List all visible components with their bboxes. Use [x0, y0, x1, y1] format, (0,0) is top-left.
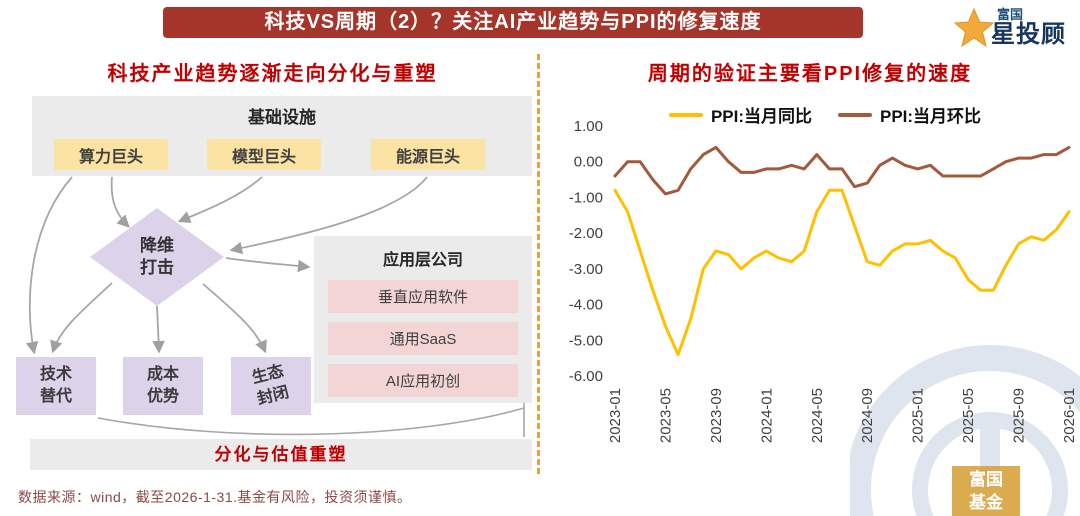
yoy-line-swatch-icon: [668, 112, 703, 117]
svg-text:-6.00: -6.00: [569, 368, 603, 385]
ppi-line-chart: 1.000.00-1.00-2.00-3.00-4.00-5.00-6.0020…: [569, 118, 1078, 443]
app-layer-title: 应用层公司: [382, 252, 463, 269]
mom-line-swatch-icon: [838, 112, 872, 117]
svg-text:-4.00: -4.00: [569, 297, 603, 314]
arrow-diamond-to-cost: [152, 305, 165, 354]
svg-text:2025-09: 2025-09: [1011, 388, 1028, 443]
panel-divider: [537, 54, 540, 474]
svg-text:2023-01: 2023-01: [607, 388, 624, 443]
svg-text:2025-01: 2025-01: [910, 388, 927, 443]
chart-legend: PPI:当月同比 PPI:当月环比: [595, 102, 1055, 127]
outcome-box-cost-advantage: 成本优势: [123, 357, 203, 415]
svg-text:2025-05: 2025-05: [960, 388, 977, 443]
arrow-model-to-diamond: [177, 176, 263, 223]
left-panel-title: 科技产业趋势逐渐走向分化与重塑: [107, 63, 438, 85]
outcome-label: 技术替代: [39, 366, 72, 405]
svg-text:2026-01: 2026-01: [1061, 388, 1078, 443]
infra-item-model: 模型巨头: [207, 139, 321, 170]
legend-item-yoy: PPI:当月同比: [668, 102, 812, 127]
svg-text:2024-01: 2024-01: [758, 388, 775, 443]
svg-text:1.00: 1.00: [574, 118, 603, 135]
watermark-gold-badge: 富国基金: [952, 466, 1020, 516]
brand-logo: 富国 星投顾: [953, 6, 1066, 50]
arrow-diamond-to-applayer: [225, 257, 311, 273]
right-panel-title: 周期的验证主要看PPI修复的速度: [647, 63, 973, 85]
app-item-ai-startup: AI应用初创: [328, 364, 518, 397]
conclusion-bar: 分化与估值重塑: [30, 439, 532, 470]
outcome-box-tech-substitution: 技术替代: [16, 357, 96, 415]
page-title: 科技VS周期（2）？关注AI产业趋势与PPI的修复速度: [264, 11, 762, 33]
legend-item-mom: PPI:当月环比: [838, 102, 981, 127]
outcome-label: 生态封闭: [250, 363, 292, 409]
svg-text:-5.00: -5.00: [569, 332, 603, 349]
svg-text:-3.00: -3.00: [569, 261, 603, 278]
svg-text:2024-05: 2024-05: [809, 388, 826, 443]
arrow-compute-to-diamond: [110, 176, 130, 228]
footer-source-note: 数据来源：wind，截至2026-1-31.基金有风险，投资须谨慎。: [18, 489, 412, 505]
infra-item-compute: 算力巨头: [54, 139, 168, 170]
app-item-vertical-software: 垂直应用软件: [328, 280, 518, 313]
outcome-label: 成本优势: [146, 366, 179, 405]
svg-text:2024-09: 2024-09: [859, 388, 876, 443]
arrow-infra-left-long: [25, 176, 73, 355]
arrow-diamond-to-eco: [202, 283, 267, 354]
legend-label-mom: PPI:当月环比: [880, 107, 982, 126]
header-banner: 科技VS周期（2）？关注AI产业趋势与PPI的修复速度: [163, 7, 863, 38]
star-icon: [953, 7, 995, 48]
svg-text:0.00: 0.00: [574, 154, 603, 171]
dimension-strike-diamond: 降维打击: [90, 208, 224, 306]
svg-text:2023-09: 2023-09: [708, 388, 725, 443]
brand-name-small: 富国: [997, 7, 1024, 22]
app-item-general-saas: 通用SaaS: [328, 322, 518, 355]
legend-label-yoy: PPI:当月同比: [710, 107, 812, 126]
svg-text:-1.00: -1.00: [569, 189, 603, 206]
svg-text:2023-05: 2023-05: [657, 388, 674, 443]
outcome-box-ecosystem-closed: 生态封闭: [231, 357, 311, 415]
svg-text:-2.00: -2.00: [569, 225, 603, 242]
brand-text: 富国 星投顾: [991, 6, 1066, 47]
brand-name-large: 星投顾: [991, 21, 1066, 48]
arrow-diamond-to-tech: [50, 282, 113, 354]
infrastructure-title: 基础设施: [248, 108, 316, 127]
watermark-label: 富国基金: [969, 470, 1003, 512]
infra-item-energy: 能源巨头: [371, 139, 485, 170]
diamond-label: 降维打击: [140, 235, 174, 277]
